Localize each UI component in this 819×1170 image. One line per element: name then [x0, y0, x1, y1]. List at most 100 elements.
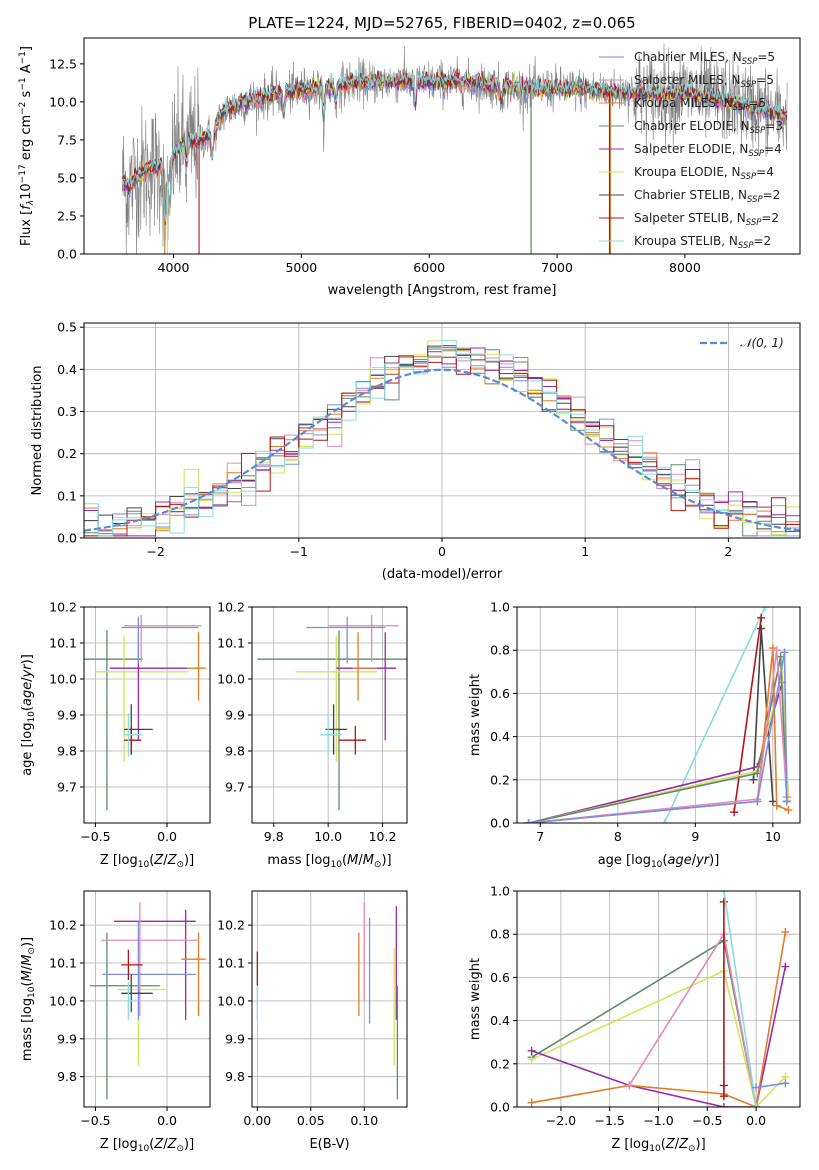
data-marker — [749, 775, 758, 784]
y-tick-label: 9.8 — [57, 744, 77, 759]
y-tick-label: 0.4 — [490, 1013, 510, 1028]
gaussian-reference — [84, 368, 800, 532]
spectrum-panel: 4000 5000 6000 7000 8000 0.0 2.5 5.0 7.5 10.0 12.5… — [18, 14, 801, 298]
y-axis-label: mass weight — [468, 674, 483, 756]
y-tick-label: 10.0 — [217, 993, 245, 1008]
axes-frame — [83, 890, 211, 1108]
y-axis-label: age [log10(age/yr)] — [20, 654, 37, 776]
label-part: M — [347, 853, 358, 868]
y-tick-label: 0.0 — [490, 1100, 510, 1115]
errorbar-point — [181, 932, 206, 1017]
label-part: ⊙ — [688, 1144, 696, 1154]
y-tick-label: 10.2 — [217, 600, 245, 615]
label-part: ( — [661, 1137, 666, 1152]
label-part: )] — [696, 1137, 706, 1152]
massweight-vs-Z-panel: −2.0 −1.5 −1.0 −0.5 0.0 0.0 0.2 0.4 0.6 0.8 1.0 Z [… — [468, 884, 801, 1154]
label-part: age [log — [20, 723, 35, 776]
series-kroupa-miles — [528, 647, 789, 823]
y-tick-label: 0.2 — [57, 446, 77, 461]
y-tick-label: 10.2 — [217, 918, 245, 933]
y-tick-label: 0.4 — [490, 729, 510, 744]
x-tick-label: 10.0 — [314, 829, 342, 844]
ticks: 0.00 0.05 0.10 9.8 9.9 10.0 10.1 10.2 — [217, 918, 378, 1128]
plot-area — [527, 891, 790, 1107]
x-tick-label: 0.0 — [157, 1113, 177, 1128]
label-part: / — [358, 853, 363, 868]
errorbar-point — [187, 632, 206, 701]
mass-vs-Z-panel: −0.5 0.09.89.910.010.110.2Z [log10(Z/Z⊙)]… — [20, 890, 211, 1154]
errorbar-point — [101, 902, 198, 1017]
data-marker — [768, 797, 777, 806]
label-part: =4 — [764, 142, 782, 156]
label-part: Z — [153, 853, 164, 868]
data-marker — [752, 1103, 761, 1107]
label-part: SSP — [750, 126, 766, 136]
label-part: =2 — [761, 211, 779, 225]
y-tick-label: 9.7 — [225, 780, 245, 795]
series-salpeter-elodie — [531, 966, 787, 1107]
age-vs-mass-panel: 9.8 10.0 10.2 9.7 9.8 9.9 10.0 10.1 10.2 mass [lo… — [217, 600, 408, 870]
label-part: Z — [167, 1137, 178, 1152]
label-part: mass [log — [20, 998, 35, 1061]
y-tick-label: 9.8 — [57, 1069, 77, 1084]
x-tick-label: 5000 — [285, 260, 317, 275]
legend-entry: Salpeter MILES, NSSP=5 — [634, 73, 774, 90]
series-kroupa-stelib — [663, 607, 766, 823]
label-part: ( — [149, 1137, 154, 1152]
series-chabrier-miles — [755, 1082, 786, 1089]
label-part: −1 — [18, 77, 28, 90]
ticks: −0.5 0.0 9.8 9.9 10.0 10.1 10.2 — [49, 918, 177, 1128]
data-marker — [527, 1046, 536, 1055]
x-tick-label: −0.5 — [80, 1113, 110, 1128]
histogram-kroupa-stelib — [84, 340, 800, 537]
x-tick-label: 0.05 — [297, 1113, 325, 1128]
errorbar-point — [121, 949, 143, 981]
y-tick-label: 0.4 — [57, 362, 77, 377]
data-marker — [782, 797, 791, 806]
data-marker — [772, 801, 781, 810]
label-part: =3 — [765, 119, 783, 133]
y-tick-label: 12.5 — [49, 56, 77, 71]
y-tick-label: 10.0 — [49, 993, 77, 1008]
errorbar-point — [336, 632, 397, 741]
axes-frame — [83, 37, 801, 255]
label-part: λ — [26, 200, 36, 206]
data-marker — [752, 1083, 761, 1092]
errorbar-point — [109, 632, 189, 741]
label-part: =5 — [756, 73, 774, 87]
y-tick-label: 10.0 — [49, 94, 77, 109]
label-part: / — [675, 1137, 680, 1152]
x-tick-label: 0.0 — [157, 829, 177, 844]
axes-frame — [516, 606, 801, 824]
label-part: Kroupa ELODIE, N — [634, 165, 741, 179]
label-part: Z [log — [611, 1137, 649, 1152]
label-part: Salpeter MILES, N — [634, 73, 741, 87]
plot-area — [84, 614, 206, 811]
ticks: −2.0 −1.5 −1.0 −0.5 0.0 0.0 0.2 0.4 0.6 0.8 1.0 — [490, 884, 766, 1129]
ticks: −2 −1 0 1 2 0.0 0.1 0.2 0.3 0.4 0.5 — [57, 320, 732, 559]
x-tick-label: −0.5 — [80, 829, 110, 844]
label-part: −1 — [18, 51, 28, 64]
y-tick-label: 9.9 — [57, 1031, 77, 1046]
legend-entry: Kroupa ELODIE, NSSP=4 — [634, 165, 774, 182]
plot-area — [256, 902, 399, 1100]
x-axis-label: mass [log10(M/M⊙)] — [267, 853, 391, 870]
y-tick-label: 0.8 — [490, 927, 510, 942]
label-part: 10 — [19, 183, 34, 200]
errorbar-point — [102, 921, 196, 1020]
x-tick-label: 1 — [581, 544, 589, 559]
label-part: ⊙ — [374, 860, 382, 870]
plot-area — [524, 607, 793, 823]
label-part: )] — [184, 853, 194, 868]
label-part: ( — [20, 981, 35, 986]
label-part: Z — [665, 1137, 676, 1152]
y-tick-label: 0.0 — [57, 247, 77, 262]
y-tick-label: 0.0 — [490, 816, 510, 831]
label-part: SSP — [741, 172, 757, 182]
axes-frame — [83, 606, 211, 824]
errorbar-point — [124, 981, 136, 1020]
label-part: ( — [342, 853, 347, 868]
label-part: 10 — [138, 1144, 150, 1154]
model-spectrum-kroupa-stelib — [121, 69, 787, 222]
chart-title: PLATE=1224, MJD=52765, FIBERID=0402, z=0… — [248, 14, 635, 32]
